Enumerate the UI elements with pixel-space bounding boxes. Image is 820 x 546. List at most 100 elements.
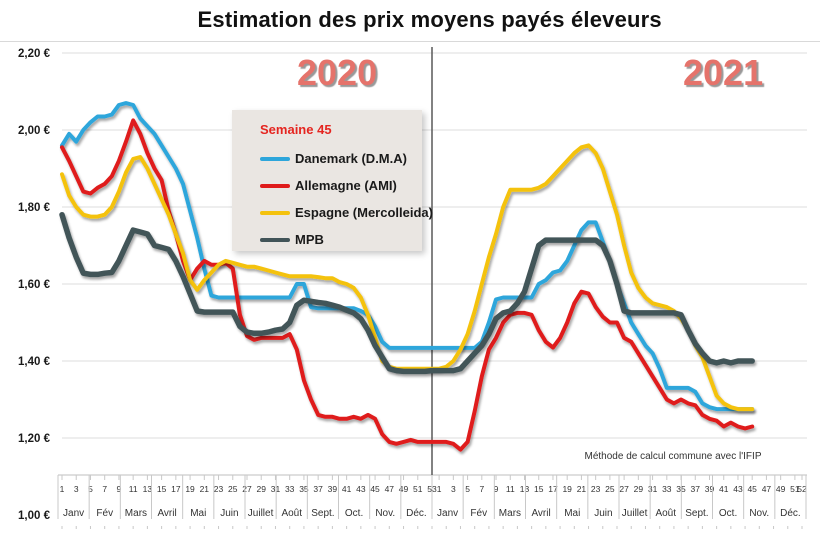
week-label: 51 (413, 484, 423, 494)
month-label: Oct. (345, 508, 363, 519)
legend-item-espagne: Espagne (Mercolleida) (260, 199, 433, 226)
week-label: 45 (747, 484, 757, 494)
week-label: 23 (214, 484, 224, 494)
month-label: Juin (594, 508, 612, 519)
month-label: Nov. (749, 508, 769, 519)
week-label: 39 (705, 484, 715, 494)
week-label: 3 (74, 484, 79, 494)
year-label-2021: 2021 (683, 52, 764, 93)
week-label: 11 (129, 484, 138, 494)
legend-label-danemark: Danemark (D.M.A) (295, 151, 407, 166)
top-border-rule (0, 41, 820, 42)
year-label-2020: 2020 (297, 52, 378, 93)
week-label: 19 (562, 484, 572, 494)
mpb-line-swatch-icon (260, 237, 290, 242)
week-label: 43 (733, 484, 743, 494)
week-label: 37 (313, 484, 323, 494)
month-label: Avril (157, 508, 176, 519)
legend-label-mpb: MPB (295, 232, 324, 247)
week-label: 39 (328, 484, 338, 494)
chart-title: Estimation des prix moyens payés éleveur… (183, 7, 676, 33)
week-label: 31 (648, 484, 658, 494)
week-label: 37 (691, 484, 701, 494)
week-label: 21 (577, 484, 587, 494)
week-label: 25 (228, 484, 238, 494)
month-label: Août (281, 508, 302, 519)
week-label: 47 (762, 484, 772, 494)
week-label: 13 (520, 484, 530, 494)
month-label: Juin (220, 508, 238, 519)
month-label: Juillet (622, 508, 648, 519)
week-label: 41 (719, 484, 729, 494)
week-label: 1 (60, 484, 65, 494)
week-label: 21 (200, 484, 210, 494)
month-label: Juillet (248, 508, 274, 519)
week-label: 15 (534, 484, 544, 494)
month-label: Sept. (685, 508, 708, 519)
month-label: Sept. (311, 508, 334, 519)
month-label: Oct. (719, 508, 737, 519)
month-label: Mars (499, 508, 521, 519)
week-label: 35 (299, 484, 309, 494)
week-label: 23 (591, 484, 601, 494)
week-label: 17 (548, 484, 558, 494)
legend-item-allemagne: Allemagne (AMI) (260, 172, 422, 199)
series-line-mpb (59, 211, 755, 375)
week-label: 5 (88, 484, 93, 494)
week-label: 47 (385, 484, 395, 494)
y-axis-label: 2,20 € (18, 48, 51, 60)
week-label: 1 (437, 484, 442, 494)
week-label: 27 (242, 484, 252, 494)
legend-label-allemagne: Allemagne (AMI) (295, 178, 397, 193)
month-label: Mai (564, 508, 580, 519)
month-label: Août (655, 508, 676, 519)
week-label: 31 (271, 484, 281, 494)
month-label: Nov. (375, 508, 395, 519)
y-axis-label: 1,80 € (18, 202, 51, 214)
allemagne-line-swatch-icon (260, 183, 290, 188)
y-axis-label: 2,00 € (18, 125, 51, 137)
week-label: 11 (506, 484, 515, 494)
month-label: Fév (96, 508, 113, 519)
week-label: 7 (102, 484, 107, 494)
series-line-danemark-d-m-a (60, 101, 755, 412)
week-label: 15 (157, 484, 167, 494)
method-footnote: Méthode de calcul commune avec l'IFIP (584, 451, 762, 462)
month-label: Fév (470, 508, 487, 519)
month-label: Avril (531, 508, 550, 519)
week-label: 29 (256, 484, 266, 494)
y-axis-label: 1,20 € (18, 433, 51, 445)
y-axis-label: 1,40 € (18, 356, 51, 368)
week-label: 3 (451, 484, 456, 494)
week-label: 33 (285, 484, 295, 494)
legend-item-mpb: MPB (260, 226, 422, 253)
week-label: 13 (143, 484, 153, 494)
week-label: 7 (479, 484, 484, 494)
legend-item-danemark: Danemark (D.M.A) (260, 145, 422, 172)
month-label: Janv (63, 508, 84, 519)
legend-label-espagne: Espagne (Mercolleida) (295, 205, 433, 220)
y-axis-label: 1,60 € (18, 279, 51, 291)
week-label: 9 (117, 484, 122, 494)
week-label: 19 (185, 484, 195, 494)
week-label: 43 (356, 484, 366, 494)
week-label: 49 (399, 484, 409, 494)
week-label: 27 (619, 484, 629, 494)
month-label: Déc. (780, 508, 801, 519)
month-label: Janv (437, 508, 458, 519)
y-axis-label: 1,00 € (18, 510, 51, 522)
week-label: 17 (171, 484, 181, 494)
week-label: 9 (494, 484, 499, 494)
week-label: 25 (605, 484, 615, 494)
danemark-line-swatch-icon (260, 156, 290, 161)
week-label: 45 (370, 484, 380, 494)
week-label: 33 (662, 484, 672, 494)
week-label: 41 (342, 484, 352, 494)
month-label: Déc. (406, 508, 427, 519)
week-label: 52 (797, 484, 807, 494)
week-label: 49 (776, 484, 786, 494)
legend: Semaine 45 Danemark (D.M.A) Allemagne (A… (232, 110, 433, 253)
week-label: 5 (465, 484, 470, 494)
